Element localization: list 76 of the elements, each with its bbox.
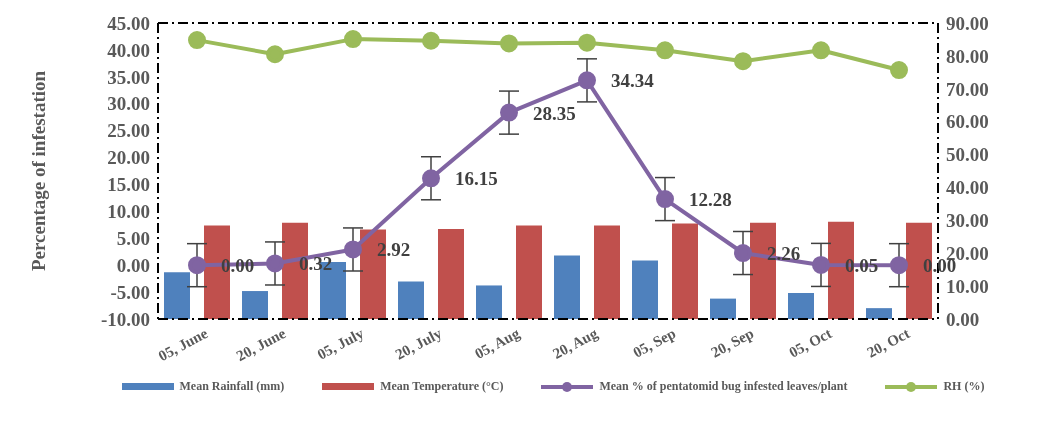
legend-label: Mean % of pentatomid bug infested leaves/plant [599, 379, 848, 394]
point [344, 240, 362, 259]
data-label: 28.35 [533, 102, 576, 124]
point [422, 169, 440, 188]
point [734, 52, 752, 71]
data-label: 0.32 [299, 253, 333, 275]
data-label: 16.15 [455, 168, 498, 190]
point [578, 71, 596, 90]
x-tick-label: 20, July [392, 324, 445, 363]
x-tick-label: 05, Sep [630, 325, 679, 361]
point [812, 255, 830, 274]
bar [476, 285, 502, 319]
legend-label: Mean Temperature (°C) [380, 379, 504, 394]
y-tick-label: 35.00 [107, 66, 150, 88]
y-tick-label: -5.00 [110, 281, 150, 303]
y-tick-label: 20.00 [107, 147, 150, 169]
point [734, 244, 752, 263]
y-tick-label: 45.00 [107, 12, 150, 34]
data-label: 34.34 [611, 70, 655, 92]
legend-label: Mean Rainfall (mm) [179, 379, 285, 394]
bar [710, 298, 736, 319]
x-tick-label: 05, Oct [786, 325, 835, 361]
y-tick-label: -10.00 [100, 308, 150, 330]
point [656, 190, 674, 209]
x-tick-label: 20, Sep [708, 325, 757, 361]
point [500, 34, 518, 53]
bar [242, 291, 268, 319]
bar [438, 228, 464, 319]
y2-tick-label: 80.00 [946, 45, 989, 67]
y2-tick-label: 0.00 [946, 308, 980, 330]
point [890, 256, 908, 275]
y-tick-label: 40.00 [107, 39, 150, 61]
y-tick-label: 30.00 [107, 93, 150, 115]
bar [672, 223, 698, 319]
x-tick-label: 20, Oct [864, 325, 913, 361]
point [344, 30, 362, 49]
y-tick-label: 0.00 [116, 254, 150, 276]
y-tick-label: 25.00 [107, 120, 150, 142]
y-axis-title: Percentage of infestation [27, 70, 49, 272]
y2-tick-label: 30.00 [946, 210, 989, 232]
x-tick-label: 05, June [155, 324, 211, 365]
bar [398, 281, 424, 319]
x-tick-label: 05, July [314, 324, 367, 363]
y-tick-label: 15.00 [107, 174, 150, 196]
legend-label: RH (%) [943, 379, 985, 394]
bar [594, 225, 620, 319]
point [812, 41, 830, 60]
bar [516, 225, 542, 319]
point [266, 45, 284, 64]
point [266, 254, 284, 273]
point [422, 31, 440, 50]
point [188, 31, 206, 50]
y2-tick-label: 10.00 [946, 275, 989, 297]
bar [632, 260, 658, 319]
point [656, 41, 674, 60]
y-tick-label: 5.00 [116, 228, 150, 250]
y-tick-label: 10.00 [107, 201, 150, 223]
bar [788, 293, 814, 319]
data-label: 12.28 [689, 189, 732, 211]
bar [554, 255, 580, 319]
x-tick-label: 05, Aug [472, 324, 523, 362]
point [500, 103, 518, 122]
data-label: 0.05 [845, 254, 879, 276]
x-tick-label: 20, Aug [550, 324, 601, 362]
y2-tick-label: 60.00 [946, 111, 989, 133]
point [188, 256, 206, 275]
point [890, 61, 908, 80]
y2-tick-label: 70.00 [946, 78, 989, 100]
point [578, 33, 596, 52]
x-tick-label: 20, June [233, 324, 289, 365]
y2-tick-label: 40.00 [946, 177, 989, 199]
y2-tick-label: 50.00 [946, 144, 989, 166]
bar [164, 272, 190, 319]
data-label: 0.00 [221, 255, 255, 277]
bar [866, 308, 892, 319]
y2-tick-label: 90.00 [946, 12, 989, 34]
